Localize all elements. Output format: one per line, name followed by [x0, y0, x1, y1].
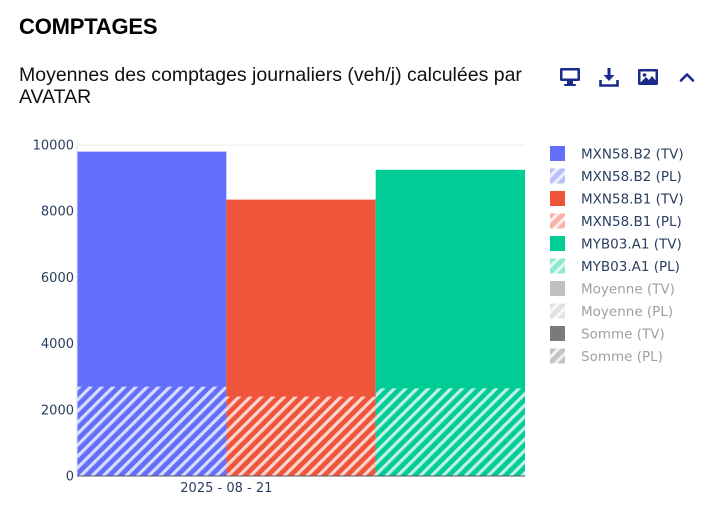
legend-swatch — [550, 213, 565, 229]
bar-mxn58-b2-pl[interactable] — [77, 386, 227, 476]
legend-swatch — [550, 281, 565, 296]
y-tick-label: 10000 — [33, 139, 74, 154]
legend-label: MXN58.B1 (TV) — [581, 192, 684, 208]
y-tick-label: 8000 — [41, 205, 74, 220]
legend-swatch — [550, 348, 565, 364]
legend-item[interactable]: MYB03.A1 (PL) — [550, 258, 680, 276]
download-icon — [599, 68, 619, 87]
legend-swatch — [550, 236, 565, 251]
x-tick-label: 2025 - 08 - 21 — [180, 481, 272, 496]
chart-title: Moyennes des comptages journaliers (veh/… — [19, 64, 522, 108]
image-icon — [638, 69, 658, 85]
legend-swatch — [550, 303, 565, 319]
legend-item[interactable]: MXN58.B1 (TV) — [550, 191, 684, 208]
legend-item[interactable]: MXN58.B2 (PL) — [550, 168, 682, 186]
legend-label: MXN58.B1 (PL) — [581, 214, 682, 230]
legend-swatch — [550, 326, 565, 341]
legend-item[interactable]: Somme (TV) — [550, 326, 665, 343]
y-tick-label: 0 — [66, 470, 74, 485]
legend-label: MYB03.A1 (TV) — [581, 237, 682, 253]
bar-mxn58-b1-pl[interactable] — [226, 396, 376, 476]
legend-item[interactable]: Somme (PL) — [550, 348, 663, 366]
legend-label: MXN58.B2 (TV) — [581, 147, 684, 163]
legend-item[interactable]: MXN58.B2 (TV) — [550, 146, 684, 163]
legend-label: MYB03.A1 (PL) — [581, 259, 680, 275]
section-title: COMPTAGES — [19, 14, 158, 39]
legend-item[interactable]: MXN58.B1 (PL) — [550, 213, 682, 231]
legend-swatch — [550, 168, 565, 184]
legend-label: Somme (PL) — [581, 349, 663, 365]
legend-label: Moyenne (PL) — [581, 304, 673, 320]
y-tick-label: 4000 — [41, 337, 74, 352]
bar-myb03-a1-pl[interactable] — [375, 388, 525, 476]
chart-toolbar — [558, 66, 699, 88]
fullscreen-button[interactable] — [558, 66, 582, 88]
export-image-button[interactable] — [636, 66, 660, 88]
legend-label: Somme (TV) — [581, 327, 665, 343]
legend-item[interactable]: Moyenne (PL) — [550, 303, 673, 321]
download-button[interactable] — [597, 66, 621, 88]
legend-item[interactable]: MYB03.A1 (TV) — [550, 236, 682, 253]
y-tick-label: 2000 — [41, 403, 74, 418]
chevron-up-icon — [679, 73, 695, 82]
legend-swatch — [550, 146, 565, 161]
collapse-button[interactable] — [675, 66, 699, 88]
legend-swatch — [550, 258, 565, 274]
legend-label: MXN58.B2 (PL) — [581, 169, 682, 185]
y-tick-label: 6000 — [41, 271, 74, 286]
monitor-icon — [560, 68, 580, 86]
legend-label: Moyenne (TV) — [581, 282, 675, 298]
legend-item[interactable]: Moyenne (TV) — [550, 281, 675, 298]
legend-swatch — [550, 191, 565, 206]
